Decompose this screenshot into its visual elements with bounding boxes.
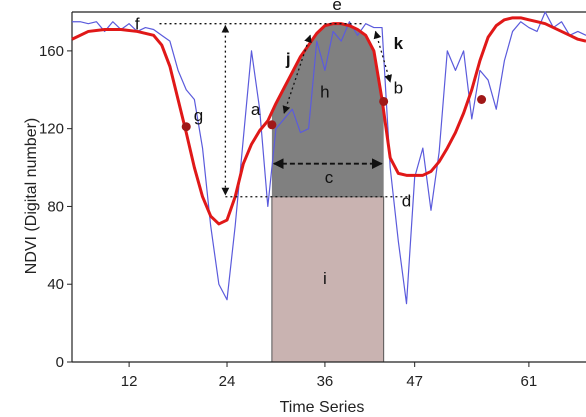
annotation-label-k: k [394,34,404,53]
y-tick-label: 160 [39,43,64,60]
regions-layer [271,23,385,363]
y-tick-label: 0 [56,354,64,371]
x-tick-label: 61 [521,373,538,390]
series-layer [71,11,586,305]
y-axis-label: NDVI (Digital number) [23,118,40,274]
y-tick-label: 40 [47,276,64,293]
annotation-layer: a b c d e f g h i j k [135,0,411,288]
j-slope-arrow [282,34,312,114]
annotation-label-g: g [194,106,203,125]
annotation-label-c: c [325,168,334,187]
annotation-label-f: f [135,15,140,34]
annotation-label-h: h [320,83,329,102]
y-tick-label: 120 [39,121,64,138]
raw-ndvi-line [72,11,586,305]
smoothed-ndvi-line [71,16,586,226]
x-tick-label: 36 [317,373,334,390]
annotation-label-e: e [332,0,341,14]
x-tick-label: 24 [219,373,236,390]
region-i [271,196,385,363]
annotation-label-b: b [394,79,403,98]
annotation-label-i: i [323,269,327,288]
k-slope-arrow [373,30,392,83]
key-point-marker [267,120,277,130]
x-tick-label: 47 [406,373,423,390]
y-tick-label: 80 [47,198,64,215]
axes-layer: 0 40 80 120 160 12 24 36 47 61 [39,11,586,390]
annotation-label-d: d [402,191,411,210]
key-point-marker [379,96,389,106]
key-point-marker [181,122,191,132]
key-point-marker [477,95,487,104]
x-axis-label: Time Series [280,399,365,416]
annotation-label-a: a [251,100,261,119]
x-tick-label: 12 [121,373,138,390]
annotation-label-j: j [285,50,291,69]
